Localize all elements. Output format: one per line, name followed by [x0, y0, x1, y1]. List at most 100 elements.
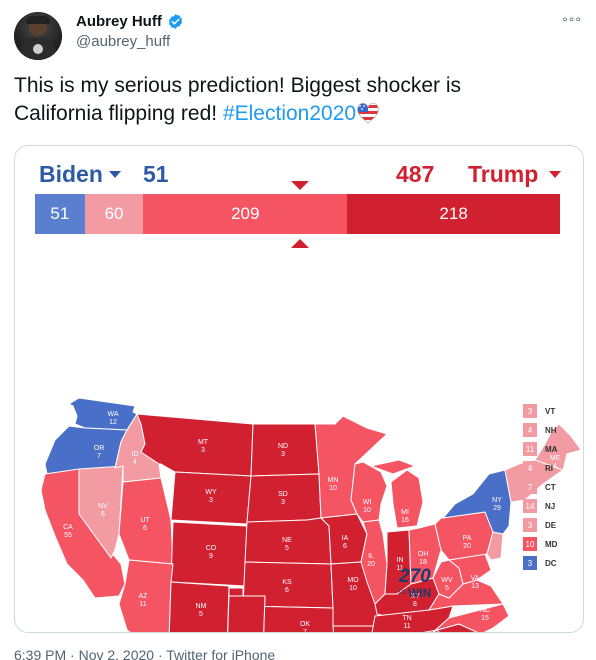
tweet-media-image[interactable]: Biden 51 487 Trump 51 60 209 218: [14, 145, 584, 633]
state-az: [118, 559, 174, 632]
state-ev-oh: 18: [419, 559, 427, 566]
state-ev-id: 4: [133, 459, 137, 466]
state-label-wi: WI: [363, 499, 372, 506]
state-ev-or: 7: [97, 453, 101, 460]
state-label-me: ME: [550, 455, 561, 462]
state-tx: [227, 595, 266, 632]
state-label-mi: MI: [401, 509, 409, 516]
state-label-ny: NY: [492, 497, 502, 504]
author-handle[interactable]: @aubrey_huff: [76, 33, 171, 50]
legend-state-label: DE: [545, 520, 557, 530]
biden-dropdown-icon: [109, 171, 121, 178]
legend-ev-box: 14: [523, 499, 537, 513]
tweet-timestamp[interactable]: 6:39 PM · Nov 2, 2020 · Twitter for iPho…: [14, 647, 276, 660]
legend-ev-box: 4: [523, 461, 537, 475]
state-ev-ky: 8: [413, 601, 417, 608]
state-ev-mo: 10: [349, 585, 357, 592]
state-ev-nv: 6: [101, 511, 105, 518]
biden-label: Biden: [39, 161, 103, 187]
tweet-text: This is my serious prediction! Biggest s…: [14, 72, 574, 128]
legend-ev-box: 3: [523, 404, 537, 418]
270-marker-bottom-icon: [291, 239, 309, 248]
trump-label: Trump: [468, 161, 539, 187]
270towin-logo-win: WIN: [408, 586, 432, 600]
state-wa: [68, 397, 138, 431]
state-label-ok: OK: [300, 621, 310, 628]
author-name[interactable]: Aubrey Huff: [76, 13, 162, 30]
state-sd: [246, 473, 322, 523]
state-ev-ne: 5: [285, 545, 289, 552]
270towin-logo-number: 270: [399, 566, 431, 587]
hashtag-link[interactable]: #Election2020: [222, 102, 357, 125]
flag-heart-emoji-icon: [357, 102, 379, 124]
state-label-wy: WY: [205, 489, 217, 496]
state-label-wv: WV: [441, 577, 453, 584]
state-ev-ca: 55: [64, 532, 72, 539]
state-label-nd: ND: [278, 443, 288, 450]
state-label-nv: NV: [98, 503, 108, 510]
legend-state-label: DC: [545, 558, 557, 568]
tweet-line-1: This is my serious prediction! Biggest s…: [14, 74, 461, 97]
trump-total: 487: [396, 161, 435, 187]
trump-dropdown-icon: [549, 171, 561, 178]
state-label-ia: IA: [342, 535, 349, 542]
state-ev-va: 13: [471, 583, 479, 590]
state-ev-az: 11: [139, 601, 146, 608]
state-ev-wi: 10: [363, 507, 371, 514]
state-label-ky: KY: [410, 593, 420, 600]
legend-ev-box: 7: [523, 480, 537, 494]
legend-state-label: CT: [545, 482, 556, 492]
bar-segment-safe-biden: 51: [35, 194, 85, 234]
state-ev-mt: 3: [201, 447, 205, 454]
state-ev-ks: 6: [285, 587, 289, 594]
legend-row-nh: 4 NH: [523, 423, 557, 437]
state-nd: [250, 423, 320, 477]
state-label-tn: TN: [402, 615, 411, 622]
state-nc: [432, 603, 510, 632]
state-ev-sd: 3: [281, 499, 285, 506]
avatar[interactable]: [14, 12, 62, 60]
legend-row-de: 3 DE: [523, 518, 556, 532]
state-ny: [442, 469, 512, 535]
state-ev-wy: 3: [209, 497, 213, 504]
state-label-sd: SD: [278, 491, 288, 498]
state-label-id: ID: [132, 451, 139, 458]
state-ev-co: 9: [209, 553, 213, 560]
legend-ev-box: 10: [523, 537, 537, 551]
state-label-az: AZ: [139, 593, 149, 600]
state-ev-ok: 7: [303, 629, 307, 633]
state-ev-pa: 20: [463, 543, 471, 550]
state-label-il: IL: [368, 553, 374, 560]
state-label-mo: MO: [347, 577, 359, 584]
legend-row-dc: 3 DC: [523, 556, 557, 570]
legend-row-md: 10 MD: [523, 537, 557, 551]
more-options-icon[interactable]: °°°: [562, 14, 582, 30]
state-ev-nc: 15: [481, 615, 489, 622]
state-ev-ia: 6: [343, 543, 347, 550]
avatar-hat: [26, 16, 50, 24]
legend-ev-box: 3: [523, 518, 537, 532]
legend-state-label: MA: [545, 444, 558, 454]
state-label-nm: NM: [196, 603, 207, 610]
state-ev-il: 20: [367, 561, 375, 568]
state-ev-nm: 5: [199, 611, 203, 618]
state-label-va: VA: [471, 575, 480, 582]
bar-segment-lean-trump: 60: [84, 194, 144, 234]
state-ev-wv: 5: [445, 585, 449, 592]
270towin-logo-to: TO: [398, 590, 407, 596]
state-wi: [350, 461, 388, 523]
state-label-co: CO: [206, 545, 217, 552]
state-label-ca: CA: [63, 524, 73, 531]
bar-segment-safe-trump: 218: [347, 194, 560, 234]
state-label-ne: NE: [282, 537, 292, 544]
state-label-mn: MN: [328, 477, 339, 484]
tweet-line-2-text: California flipping red!: [14, 102, 223, 125]
legend-row-ct: 7 CT: [523, 480, 556, 494]
state-ev-mi: 16: [401, 517, 409, 524]
state-ev-ny: 29: [493, 505, 501, 512]
legend-row-ri: 4 RI: [523, 461, 553, 475]
state-label-ut: UT: [140, 517, 150, 524]
verified-badge-icon: [168, 14, 183, 29]
legend-row-ma: 11 MA: [523, 442, 557, 456]
state-label-pa: PA: [463, 535, 472, 542]
